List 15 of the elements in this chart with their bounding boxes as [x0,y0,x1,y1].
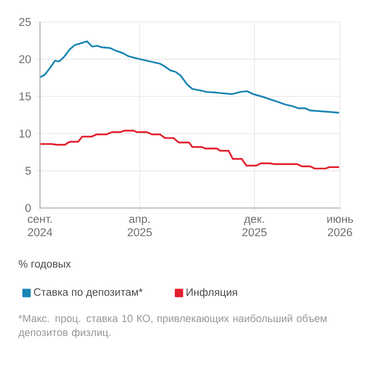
x-tick-label: июнь 2026 [327,216,354,236]
line-series [40,130,340,170]
text: % годовых [18,260,71,270]
legend-label: Ставка по депозитам* [34,288,143,298]
x-tick-label: дек. 2025 [242,216,267,236]
y-tick-label: 10 [20,130,31,138]
y-tick-label: 0 [25,204,31,212]
y-tick-label: 15 [20,92,31,100]
y-tick-label: 20 [19,55,31,64]
x-tick-label: сент. 2024 [28,216,52,236]
legend-label: Инфляция [186,288,238,298]
text: *Макс. проц. ставка 10 КО, привлекающих наибольший объем депозитов физлиц. [18,314,326,338]
x-tick-label: апр. 2025 [128,216,152,236]
y-tick-label: 5 [25,166,31,175]
y-tick-label: 25 [19,18,31,26]
